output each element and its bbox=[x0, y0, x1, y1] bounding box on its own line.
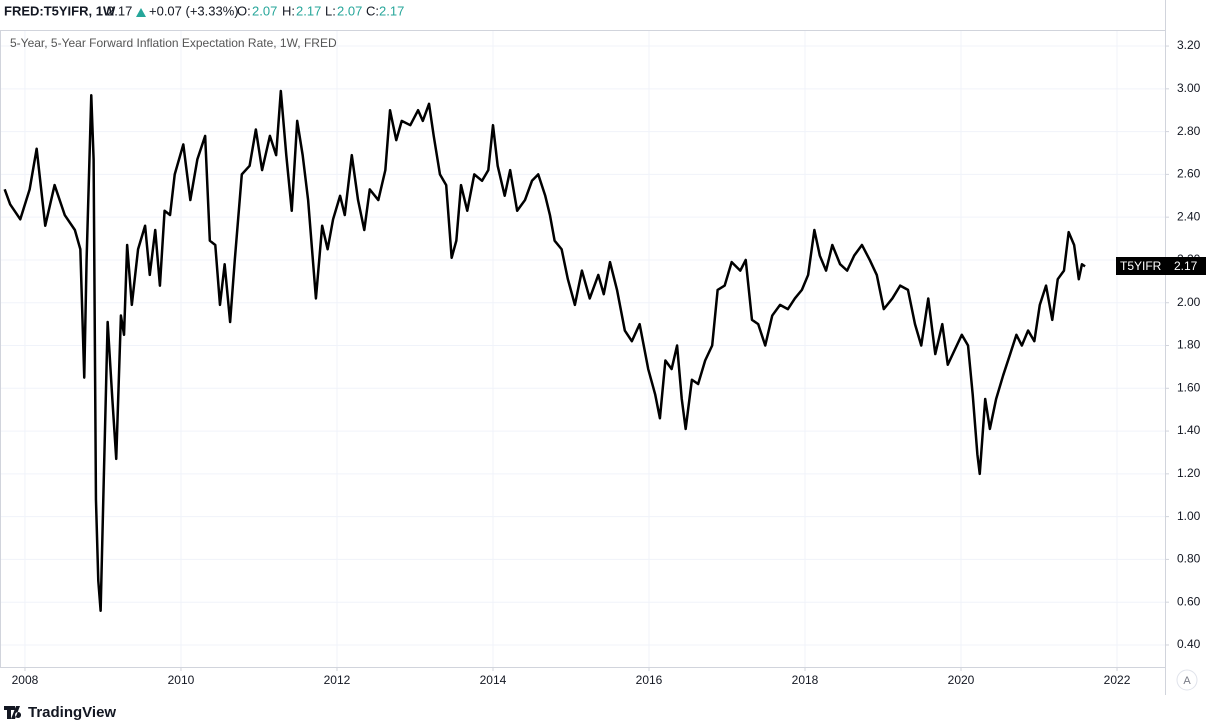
price-tag-value: 2.17 bbox=[1174, 259, 1198, 273]
high-label: H: bbox=[282, 3, 295, 18]
x-tick-label: 2012 bbox=[324, 673, 351, 687]
plot-frame bbox=[0, 30, 1166, 668]
y-tick-label: 2.00 bbox=[1177, 295, 1201, 309]
series-layer bbox=[3, 89, 1086, 612]
y-tick-label: 1.20 bbox=[1177, 466, 1201, 480]
low-label: L: bbox=[325, 3, 336, 18]
y-tick-label: 0.80 bbox=[1177, 552, 1201, 566]
price-tag-name: T5YIFR bbox=[1120, 259, 1162, 273]
up-arrow-icon bbox=[136, 8, 146, 17]
y-tick-label: 3.00 bbox=[1177, 81, 1201, 95]
auto-scale-button[interactable] bbox=[1176, 669, 1198, 691]
x-tick-label: 2020 bbox=[948, 673, 975, 687]
logo-icon bbox=[4, 706, 22, 719]
y-tick-label: 1.60 bbox=[1177, 380, 1201, 394]
price-tag bbox=[1116, 257, 1206, 275]
x-tick-label: 2022 bbox=[1104, 673, 1131, 687]
low-value: 2.07 bbox=[337, 3, 362, 18]
x-tick-label: 2018 bbox=[792, 673, 819, 687]
open-value: 2.07 bbox=[252, 3, 277, 18]
y-tick-label: 3.20 bbox=[1177, 38, 1201, 52]
y-tick-label: 1.40 bbox=[1177, 423, 1201, 437]
ticks: 0.400.600.801.001.201.401.601.802.002.20… bbox=[12, 38, 1201, 687]
close-value: 2.17 bbox=[379, 3, 404, 18]
x-tick-label: 2016 bbox=[636, 673, 663, 687]
x-tick-label: 2010 bbox=[168, 673, 195, 687]
close-label: C: bbox=[366, 3, 379, 18]
y-tick-label: 0.40 bbox=[1177, 637, 1201, 651]
x-tick-label: 2008 bbox=[12, 673, 39, 687]
x-tick-label: 2014 bbox=[480, 673, 507, 687]
y-tick-label: 1.80 bbox=[1177, 338, 1201, 352]
y-tick-label: 2.80 bbox=[1177, 124, 1201, 138]
brand: TradingView bbox=[28, 704, 116, 721]
chart-title: 5-Year, 5-Year Forward Inflation Expecta… bbox=[10, 36, 337, 50]
line-series bbox=[3, 89, 1086, 612]
grid bbox=[0, 30, 1165, 667]
auto-scale-label[interactable]: A bbox=[1183, 675, 1191, 687]
y-tick-label: 0.60 bbox=[1177, 594, 1201, 608]
open-label: O: bbox=[237, 3, 251, 18]
change: +0.07 (+3.33%) bbox=[149, 3, 239, 18]
high-value: 2.17 bbox=[296, 3, 321, 18]
last-price: 2.17 bbox=[107, 3, 132, 18]
symbol: FRED:T5YIFR, 1W bbox=[4, 3, 116, 18]
y-tick-label: 2.60 bbox=[1177, 167, 1201, 181]
y-tick-label: 2.40 bbox=[1177, 209, 1201, 223]
y-tick-label: 1.00 bbox=[1177, 509, 1201, 523]
